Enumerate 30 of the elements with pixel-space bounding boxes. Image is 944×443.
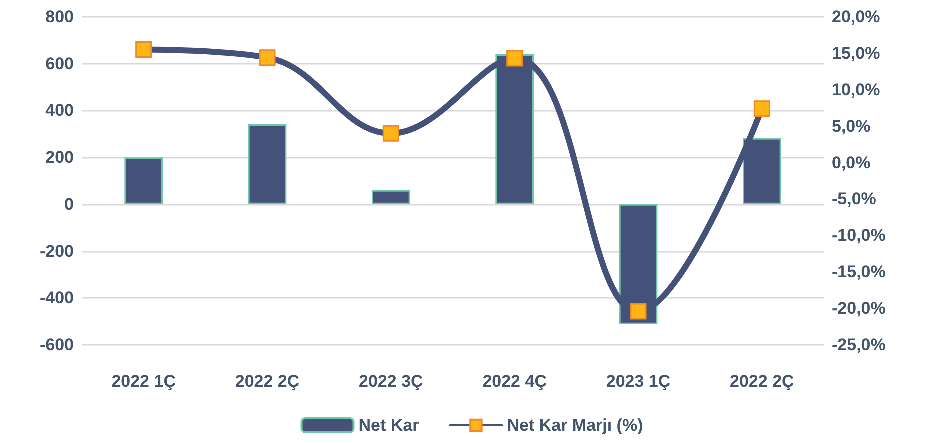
bar	[372, 190, 410, 204]
y2-tick-label: 0,0%	[832, 153, 871, 172]
y-tick-label: 400	[46, 101, 74, 120]
y2-tick-label: -5,0%	[832, 190, 876, 209]
y2-tick-label: -15,0%	[832, 262, 886, 282]
x-tick-label: 2023 1Ç	[606, 372, 671, 391]
y2-tick-label: 10,0%	[832, 80, 880, 100]
legend-label: Net Kar	[358, 416, 420, 435]
x-tick-label: 2022 1Ç	[112, 372, 176, 391]
y-tick-label: 200	[46, 148, 74, 168]
y-tick-label: 0	[64, 194, 74, 214]
bar	[124, 158, 163, 204]
y2-tick-label: -10,0%	[832, 226, 886, 246]
y2-tick-label: 15,0%	[832, 44, 880, 63]
y2-tick-label: -25,0%	[832, 336, 886, 354]
bar	[248, 124, 287, 204]
y2-tick-label: -20,0%	[832, 299, 886, 318]
y2-tick-label: 5,0%	[832, 116, 871, 136]
x-tick-label: 2022 3Ç	[359, 372, 424, 391]
x-tick-label: 2022 2Ç	[235, 372, 300, 391]
legend-label: Net Kar Marjı (%)	[507, 416, 644, 435]
y-tick-label: -600	[40, 336, 74, 354]
y2-tick-label: 20,0%	[832, 8, 880, 26]
y-tick-label: -400	[40, 288, 74, 308]
x-tick-label: 2022 4Ç	[482, 372, 547, 391]
y-tick-label: -200	[40, 242, 74, 261]
x-tick-label: 2022 2Ç	[730, 372, 794, 391]
bar	[496, 54, 534, 204]
y-tick-label: 800	[46, 8, 74, 26]
y-tick-label: 600	[46, 54, 74, 74]
